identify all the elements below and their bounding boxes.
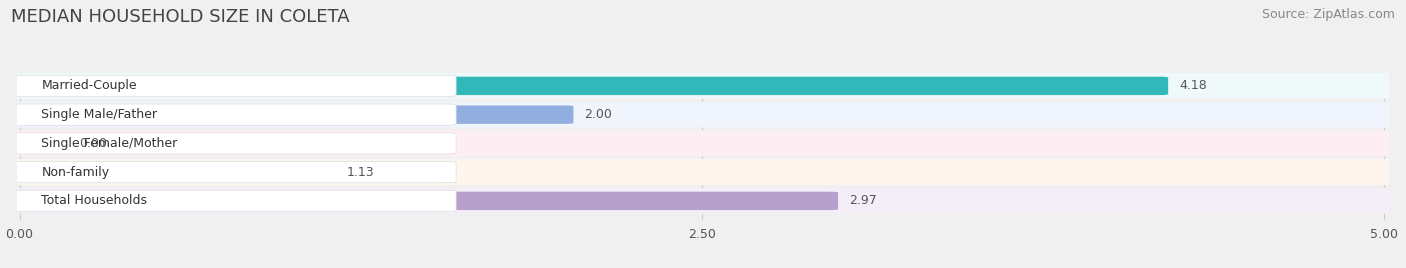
- FancyBboxPatch shape: [8, 159, 1395, 185]
- Text: 1.13: 1.13: [347, 166, 374, 179]
- Text: Single Female/Mother: Single Female/Mother: [41, 137, 177, 150]
- FancyBboxPatch shape: [11, 104, 456, 125]
- Text: 4.18: 4.18: [1180, 79, 1206, 92]
- Text: MEDIAN HOUSEHOLD SIZE IN COLETA: MEDIAN HOUSEHOLD SIZE IN COLETA: [11, 8, 350, 26]
- FancyBboxPatch shape: [8, 73, 1395, 99]
- FancyBboxPatch shape: [11, 162, 456, 183]
- FancyBboxPatch shape: [11, 163, 336, 181]
- FancyBboxPatch shape: [8, 188, 1395, 214]
- Text: Source: ZipAtlas.com: Source: ZipAtlas.com: [1261, 8, 1395, 21]
- Text: 2.97: 2.97: [849, 194, 877, 207]
- FancyBboxPatch shape: [11, 190, 456, 211]
- Text: Married-Couple: Married-Couple: [41, 79, 136, 92]
- FancyBboxPatch shape: [11, 77, 1168, 95]
- Text: 2.00: 2.00: [585, 108, 612, 121]
- Text: Total Households: Total Households: [41, 194, 148, 207]
- FancyBboxPatch shape: [11, 75, 456, 96]
- FancyBboxPatch shape: [8, 131, 1395, 156]
- FancyBboxPatch shape: [11, 105, 574, 124]
- FancyBboxPatch shape: [11, 133, 456, 154]
- FancyBboxPatch shape: [11, 192, 838, 210]
- FancyBboxPatch shape: [8, 102, 1395, 128]
- Text: Single Male/Father: Single Male/Father: [41, 108, 157, 121]
- Text: 0.00: 0.00: [80, 137, 108, 150]
- Text: Non-family: Non-family: [41, 166, 110, 179]
